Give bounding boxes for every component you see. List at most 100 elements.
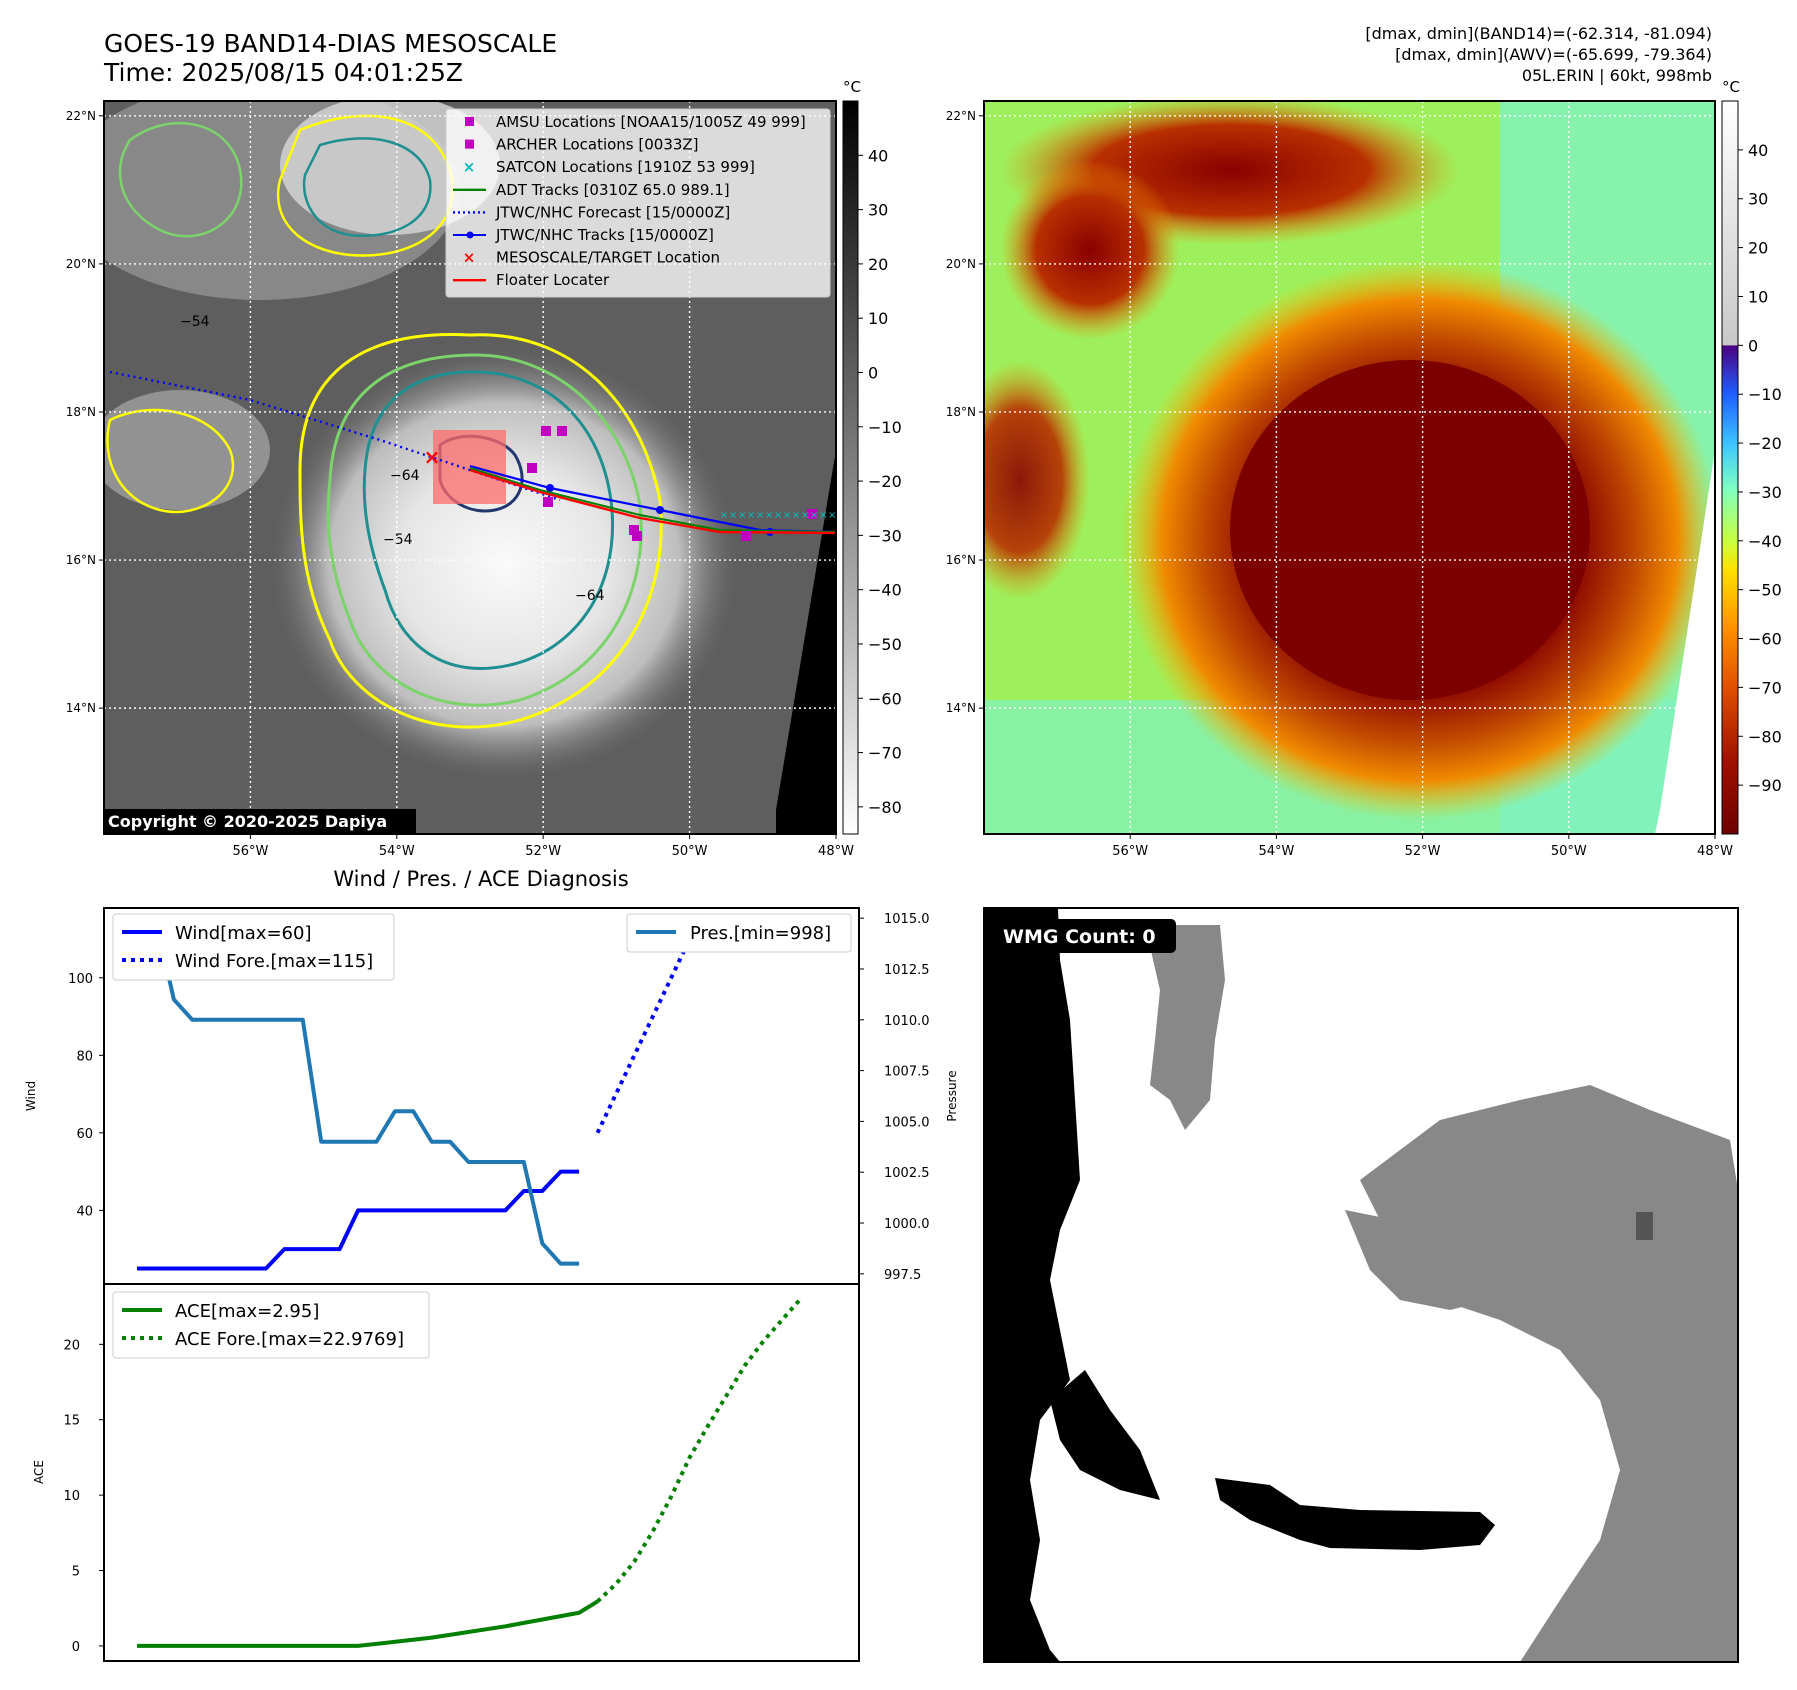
wind-ylabel: Wind — [24, 1081, 38, 1111]
lat-tick-label: 18°N — [946, 405, 976, 419]
diagnosis-title: Wind / Pres. / ACE Diagnosis — [333, 867, 628, 891]
awv-map-panel: 56°W 54°W 52°W 50°W 48°W 22°N 20°N 18°N 16°N 14°N… — [946, 78, 1782, 859]
colorbar-tick-label: −80 — [868, 798, 902, 817]
contour-label-1: −64 — [390, 468, 420, 484]
legend-item-label: AMSU Locations [NOAA15/1005Z 49 999] — [496, 113, 806, 131]
legend-item-label: MESOSCALE/TARGET Location — [496, 249, 720, 267]
colorbar-tick-label: −90 — [1748, 776, 1782, 795]
colorbar-tick-label: −10 — [868, 418, 902, 437]
awv-axis-ticks: 56°W 54°W 52°W 50°W 48°W 22°N 20°N 18°N 16°N 14°N — [946, 109, 1733, 859]
satcon-marker: × — [783, 510, 791, 521]
colorbar-tick-label: −30 — [1748, 483, 1782, 502]
satcon-marker: × — [828, 510, 836, 521]
info-line-awv: [dmax, dmin](AWV)=(-65.699, -79.364) — [1395, 45, 1712, 64]
awv-storm-core — [1230, 360, 1590, 700]
lon-tick-label: 54°W — [379, 844, 415, 859]
wmg-count-label: WMG Count: 0 — [1003, 926, 1156, 948]
ir-colorbar-ticks: 40 30 20 10 0 −10 −20 −30 −40 −50 −60 −70 −80 — [858, 146, 902, 817]
wmg-panel: WMG Count: 0 — [983, 907, 1739, 1663]
contour-outer — [298, 332, 663, 729]
wind-legend-box — [112, 913, 395, 981]
satcon-marker: × — [801, 510, 809, 521]
legend-item-label: JTWC/NHC Forecast [15/0000Z] — [495, 203, 730, 221]
colorbar-tick-label: 30 — [868, 201, 888, 220]
colorbar-tick-label: −60 — [1748, 630, 1782, 649]
lon-tick-label: 56°W — [1112, 844, 1148, 859]
ace-fore-legend-label: ACE Fore.[max=22.9769] — [175, 1329, 404, 1350]
ir-map-frame — [103, 100, 837, 835]
amsu-archer-marker — [541, 426, 551, 436]
lat-tick-label: 22°N — [946, 109, 976, 123]
ace-legend: ACE[max=2.95] ACE Fore.[max=22.9769] — [112, 1291, 430, 1359]
ace-series — [137, 1298, 802, 1648]
pressure-legend: Pres.[min=998] — [626, 913, 852, 953]
legend-item-label: Floater Locater — [496, 271, 610, 289]
lat-tick-label: 18°N — [66, 405, 96, 419]
awv-colorbar-unit: °C — [1722, 78, 1740, 96]
colorbar-tick-label: 0 — [868, 363, 878, 382]
ace-ylabel: ACE — [32, 1460, 46, 1484]
ir-cloud-west — [104, 390, 270, 510]
pressure-ytick-label: 1010.0 — [884, 1014, 930, 1029]
awv-colorbar-ticks: 40 30 20 10 0 −10 −20 −30 −40 −50 −60 −70 −80 −90 — [1738, 141, 1782, 795]
lat-tick-label: 16°N — [946, 553, 976, 567]
pressure-ylabel: Pressure — [945, 1070, 959, 1121]
satcon-marker: × — [765, 510, 773, 521]
info-line-band14: [dmax, dmin](BAND14)=(-62.314, -81.094) — [1365, 24, 1712, 43]
pressure-legend-label: Pres.[min=998] — [690, 923, 831, 944]
ir-axis-ticks: 56°W 54°W 52°W 50°W 48°W 22°N 20°N 18°N 16°N 14°N — [66, 109, 854, 859]
lon-tick-label: 48°W — [818, 844, 854, 859]
nhc-track-point — [656, 506, 664, 514]
colorbar-tick-label: −30 — [868, 526, 902, 545]
lon-tick-label: 48°W — [1697, 844, 1733, 859]
colorbar-tick-label: −40 — [1748, 532, 1782, 551]
colorbar-tick-label: 20 — [868, 255, 888, 274]
satcon-marker: × — [810, 510, 818, 521]
amsu-archer-marker — [629, 525, 639, 535]
awv-no-data-wedge — [1655, 450, 1715, 834]
awv-map-frame — [983, 100, 1716, 835]
awv-colorbar — [1721, 100, 1739, 835]
wind-plot-frame — [103, 907, 860, 1285]
legend-item-label: ADT Tracks [0310Z 65.0 989.1] — [496, 181, 730, 199]
amsu-archer-marker — [807, 509, 817, 519]
colorbar-tick-label: −70 — [868, 744, 902, 763]
lat-tick-label: 20°N — [946, 257, 976, 271]
legend-dot-icon — [466, 231, 474, 239]
lon-tick-label: 50°W — [1551, 844, 1587, 859]
pressure-ytick-label: 1007.5 — [884, 1065, 930, 1080]
pressure-ytick-label: 997.5 — [884, 1268, 921, 1283]
wmg-black-west — [984, 908, 1080, 1662]
awv-blob-west — [984, 360, 1090, 600]
contour-inner — [362, 370, 615, 670]
figure-time: Time: 2025/08/15 04:01:25Z — [103, 58, 463, 87]
lat-tick-label: 22°N — [66, 109, 96, 123]
wind-fore-legend-label: Wind Fore.[max=115] — [175, 951, 373, 972]
wmg-gray-mid — [1345, 1210, 1490, 1310]
pressure-legend-box — [626, 913, 852, 953]
amsu-archer-marker — [543, 497, 553, 507]
contour-label-4: −54 — [383, 532, 413, 548]
awv-gridlines — [984, 101, 1715, 834]
satcon-marker: × — [792, 510, 800, 521]
wind-ytick-label: 100 — [68, 972, 93, 987]
adt-track — [469, 467, 836, 533]
lat-tick-label: 14°N — [66, 701, 96, 715]
ace-line — [137, 1599, 599, 1648]
ace-ytick-label: 10 — [63, 1489, 80, 1504]
ace-axis-ticks: 0 5 10 15 20 — [63, 1338, 104, 1655]
contour-label-2: −54 — [180, 314, 210, 330]
pressure-line — [137, 916, 580, 1266]
colorbar-tick-label: 40 — [868, 146, 888, 165]
wind-line — [137, 1169, 580, 1271]
colorbar-tick-label: 30 — [1748, 190, 1768, 209]
legend-square-icon — [465, 139, 474, 149]
amsu-archer-marker — [741, 531, 751, 541]
colorbar-tick-label: −20 — [868, 472, 902, 491]
lon-tick-label: 56°W — [232, 844, 268, 859]
colorbar-tick-label: −10 — [1748, 385, 1782, 404]
lon-tick-label: 54°W — [1258, 844, 1294, 859]
pressure-ytick-label: 1015.0 — [884, 912, 930, 927]
wmg-gray-north — [1145, 925, 1225, 1130]
legend-x-icon: × — [463, 249, 476, 267]
